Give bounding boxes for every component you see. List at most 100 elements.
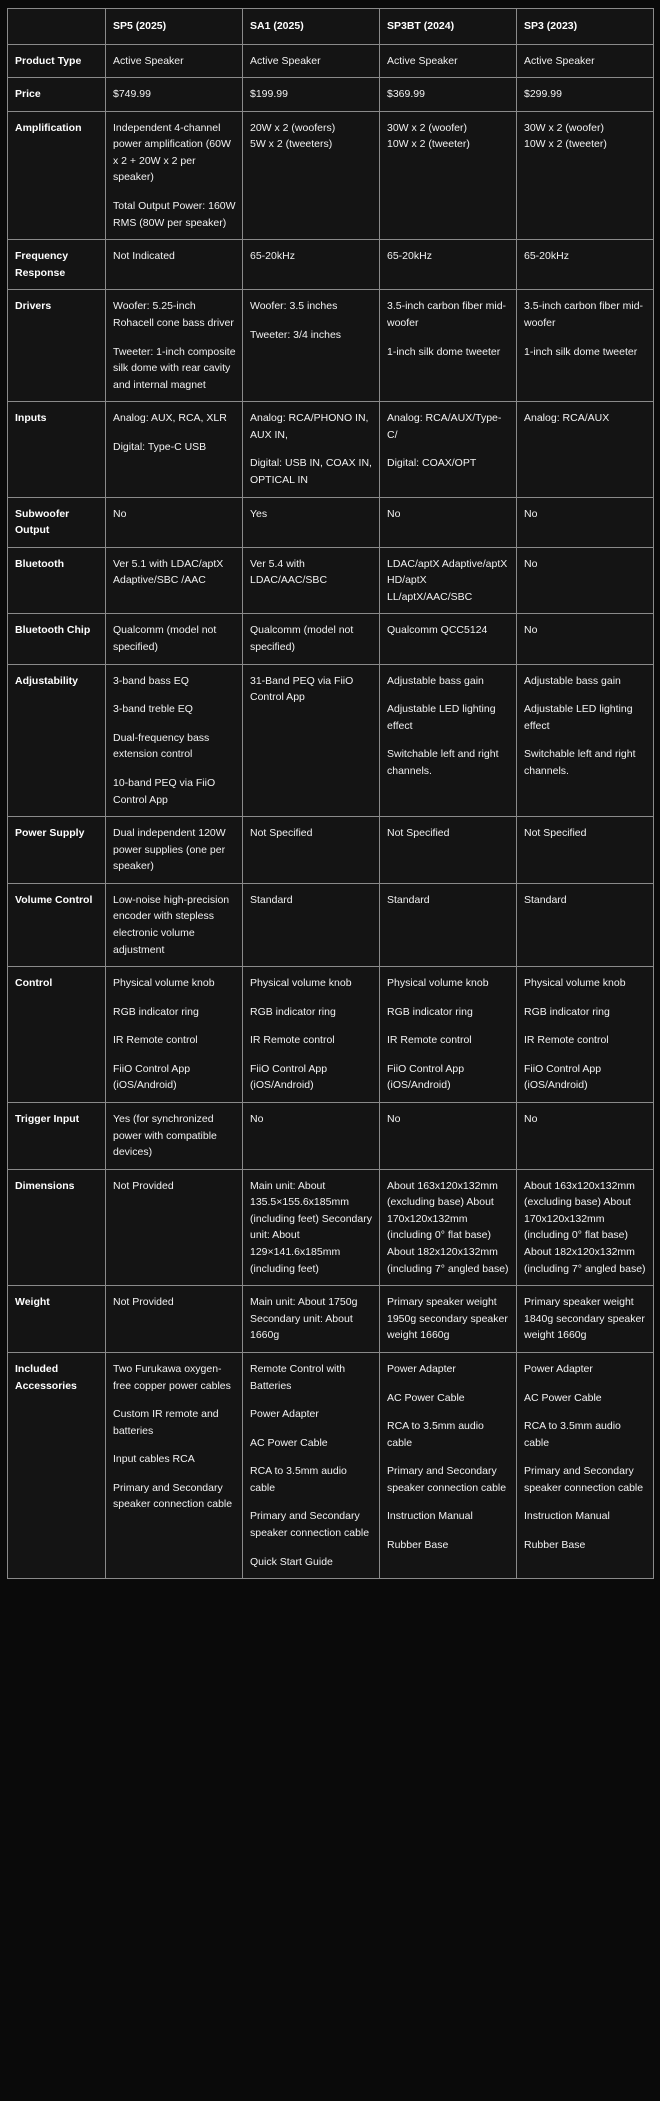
cell-paragraph: RCA to 3.5mm audio cable (524, 1420, 621, 1449)
cell-paragraph: Digital: COAX/OPT (387, 457, 477, 470)
cell-paragraph: 20W x 2 (woofers) 5W x 2 (tweeters) (250, 121, 336, 151)
column-header-sp5: SP5 (2025) (105, 8, 243, 45)
cell-paragraph: About 163x120x132mm (excluding base) Abo… (524, 1179, 646, 1275)
cell-sp5-inputs: Analog: AUX, RCA, XLR Digital: Type-C USB (105, 401, 243, 498)
table-row: Subwoofer Output No Yes No No (7, 496, 654, 548)
cell-sa1-weight: Main unit: About 1750g Secondary unit: A… (242, 1285, 380, 1353)
cell-paragraph: Analog: RCA/AUX/Type-C/ (387, 412, 502, 441)
row-header-included-accessories: Included Accessories (7, 1351, 106, 1580)
cell-paragraph: Standard (524, 893, 567, 906)
table-row: Control Physical volume knob RGB indicator… (7, 966, 654, 1104)
cell-paragraph: Ver 5.4 with LDAC/AAC/SBC (250, 557, 328, 587)
cell-paragraph: Adjustable LED lighting effect (524, 703, 633, 732)
cell-sp3bt-bluetooth: LDAC/aptX Adaptive/aptX HD/aptX LL/aptX/… (379, 546, 517, 615)
cell-sp3-inputs: Analog: RCA/AUX (516, 401, 654, 498)
cell-paragraph: Woofer: 5.25-inch Rohacell cone bass dri… (113, 300, 234, 329)
cell-sp3bt-amplification: 30W x 2 (woofer) 10W x 2 (tweeter) (379, 110, 517, 241)
cell-sp5-price: $749.99 (105, 77, 243, 112)
cell-paragraph: Physical volume knob (113, 977, 215, 990)
cell-sp5-amplification: Independent 4-channel power amplificatio… (105, 110, 243, 241)
table-header-row: SP5 (2025) SA1 (2025) SP3BT (2024) SP3 (… (7, 8, 654, 45)
row-header-control: Control (7, 966, 106, 1104)
row-header-dimensions: Dimensions (7, 1168, 106, 1287)
table-body: Product Type Active Speaker Active Speaker… (7, 43, 654, 1580)
table-row: Inputs Analog: AUX, RCA, XLR Digital: Type… (7, 401, 654, 498)
cell-paragraph: Not Provided (113, 1296, 174, 1309)
cell-paragraph: Input cables RCA (113, 1453, 195, 1466)
cell-paragraph: Low-noise high-precision encoder with st… (113, 893, 230, 956)
cell-paragraph: Not Specified (387, 827, 450, 840)
cell-sp5-control: Physical volume knob RGB indicator ring IR… (105, 966, 243, 1104)
cell-paragraph: Primary and Secondary speaker connection… (113, 1481, 233, 1511)
cell-paragraph: Power Adapter (524, 1362, 593, 1375)
cell-sa1-drivers: Woofer: 3.5 inches Tweeter: 3/4 inches (242, 289, 380, 403)
cell-paragraph: Digital: USB IN, COAX IN, OPTICAL IN (250, 457, 372, 486)
cell-sa1-power-supply: Not Specified (242, 816, 380, 884)
cell-paragraph: $199.99 (250, 88, 288, 101)
cell-paragraph: Active Speaker (387, 54, 458, 67)
cell-paragraph: No (113, 507, 127, 520)
cell-paragraph: Analog: RCA/AUX (524, 412, 610, 425)
cell-sp3bt-bluetooth-chip: Qualcomm QCC5124 (379, 613, 517, 665)
cell-sa1-trigger-input: No (242, 1102, 380, 1170)
cell-paragraph: 65-20kHz (524, 250, 569, 263)
cell-sp5-dimensions: Not Provided (105, 1168, 243, 1287)
cell-sp3bt-trigger-input: No (379, 1102, 517, 1170)
cell-paragraph: Active Speaker (250, 54, 321, 67)
cell-paragraph: 65-20kHz (250, 250, 295, 263)
row-header-subwoofer-output: Subwoofer Output (7, 496, 106, 548)
cell-sa1-subwoofer-output: Yes (242, 496, 380, 548)
cell-paragraph: 30W x 2 (woofer) 10W x 2 (tweeter) (524, 121, 607, 151)
row-header-bluetooth-chip: Bluetooth Chip (7, 613, 106, 665)
cell-paragraph: Primary and Secondary speaker connection… (524, 1465, 644, 1494)
row-header-product-type: Product Type (7, 43, 106, 79)
cell-paragraph: No (524, 507, 538, 520)
cell-sp3bt-dimensions: About 163x120x132mm (excluding base) Abo… (379, 1168, 517, 1287)
row-header-drivers: Drivers (7, 289, 106, 403)
cell-paragraph: Remote Control with Batteries (250, 1362, 346, 1392)
cell-paragraph: Not Provided (113, 1179, 174, 1192)
cell-sp5-bluetooth-chip: Qualcomm (model not specified) (105, 613, 243, 665)
cell-paragraph: No (250, 1113, 264, 1126)
cell-sp3bt-subwoofer-output: No (379, 496, 517, 548)
cell-sp3-amplification: 30W x 2 (woofer) 10W x 2 (tweeter) (516, 110, 654, 241)
cell-paragraph: Ver 5.1 with LDAC/aptX Adaptive/SBC /AAC (113, 557, 224, 587)
cell-sp3-control: Physical volume knob RGB indicator ring IR… (516, 966, 654, 1104)
cell-paragraph: Primary speaker weight 1840g secondary s… (524, 1296, 645, 1342)
cell-paragraph: FiiO Control App (iOS/Android) (387, 1062, 465, 1092)
cell-paragraph: RGB indicator ring (524, 1005, 610, 1018)
cell-sp3-price: $299.99 (516, 77, 654, 112)
cell-sp3-weight: Primary speaker weight 1840g secondary s… (516, 1285, 654, 1353)
cell-paragraph: 3-band bass EQ (113, 674, 189, 687)
cell-paragraph: Switchable left and right channels. (524, 748, 636, 777)
cell-paragraph: Switchable left and right channels. (387, 748, 499, 777)
cell-paragraph: Primary and Secondary speaker connection… (250, 1510, 370, 1539)
cell-paragraph: Tweeter: 3/4 inches (250, 328, 342, 341)
table-row: Included Accessories Two Furukawa oxygen-… (7, 1351, 654, 1580)
cell-paragraph: Independent 4-channel power amplificatio… (113, 121, 231, 184)
cell-sp3-volume-control: Standard (516, 882, 654, 968)
table-row: Adjustability 3-band bass EQ 3-band treble… (7, 663, 654, 818)
table-row: Frequency Response Not Indicated 65-20kHz 6… (7, 239, 654, 291)
cell-sa1-inputs: Analog: RCA/PHONO IN, AUX IN, Digital: US… (242, 401, 380, 498)
cell-sp5-included-accessories: Two Furukawa oxygen-free copper power ca… (105, 1351, 243, 1580)
cell-paragraph: Yes (for synchronized power with compati… (113, 1113, 217, 1159)
row-header-price: Price (7, 77, 106, 112)
cell-paragraph: Two Furukawa oxygen-free copper power ca… (113, 1362, 231, 1392)
cell-paragraph: AC Power Cable (524, 1391, 602, 1404)
cell-paragraph: Physical volume knob (524, 977, 626, 990)
cell-sp3bt-weight: Primary speaker weight 1950g secondary s… (379, 1285, 517, 1353)
column-header-sa1: SA1 (2025) (242, 8, 380, 45)
row-header-frequency-response: Frequency Response (7, 239, 106, 291)
cell-sp3bt-power-supply: Not Specified (379, 816, 517, 884)
cell-paragraph: Rubber Base (524, 1539, 586, 1551)
cell-paragraph: 1-inch silk dome tweeter (387, 345, 501, 358)
cell-paragraph: $749.99 (113, 88, 151, 101)
row-header-amplification: Amplification (7, 110, 106, 241)
cell-paragraph: IR Remote control (250, 1034, 335, 1047)
cell-paragraph: Custom IR remote and batteries (113, 1408, 219, 1437)
cell-paragraph: Physical volume knob (250, 977, 352, 990)
cell-paragraph: Digital: Type-C USB (113, 440, 207, 453)
cell-sp5-volume-control: Low-noise high-precision encoder with st… (105, 882, 243, 968)
cell-paragraph: Standard (387, 893, 430, 906)
